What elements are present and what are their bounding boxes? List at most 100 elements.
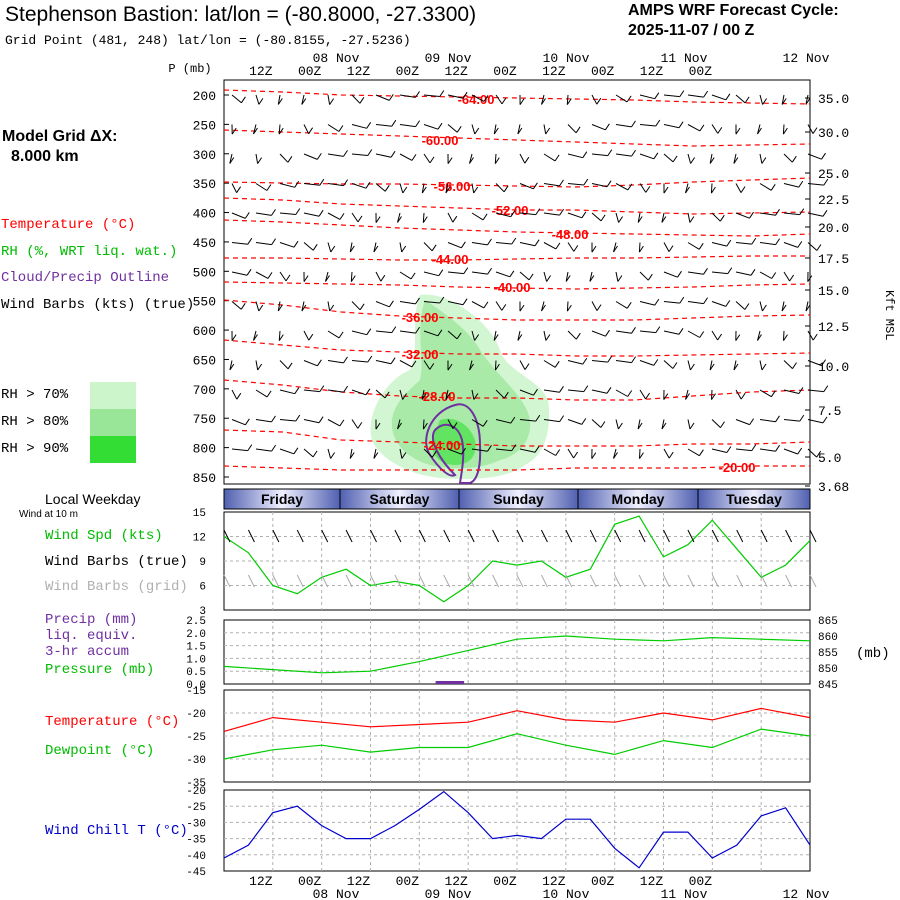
wind-barb (687, 153, 692, 164)
wind-barb-flag (343, 150, 348, 157)
surface-wind-barb (321, 529, 329, 543)
wind-barb-flag (698, 243, 704, 250)
forecast-cycle-label: AMPS WRF Forecast Cycle: (628, 2, 839, 19)
wind-barb-flag (791, 155, 797, 163)
wind-barb-flag (740, 392, 746, 400)
wind-barb-flag (501, 97, 507, 105)
wind-barb (399, 183, 404, 194)
wind-barb-flag (613, 452, 618, 459)
wind-barb (423, 448, 433, 458)
wind-barb (279, 271, 287, 282)
wind-barb (422, 419, 425, 430)
wind-barb-flag (343, 385, 349, 393)
wind-barb (469, 153, 473, 164)
wind-barb (447, 124, 458, 133)
wind-barb-flag (295, 414, 301, 422)
wind-barb-flag (411, 154, 417, 161)
pressure-unit-label: (mb) (856, 646, 890, 662)
pressure-tick-label: 650 (193, 353, 216, 368)
wind-barb-flag (367, 149, 373, 156)
wind-barb (807, 389, 824, 393)
wind-barb (447, 330, 458, 340)
wind-barb (663, 448, 670, 459)
surface-wind-barb (614, 529, 622, 543)
wind-barb-flag (277, 98, 283, 105)
temp-tick-label: -15 (186, 686, 206, 698)
wind-barb-flag (607, 355, 613, 363)
wind-barb-flag (559, 179, 564, 187)
wind-barb-flag (445, 393, 451, 400)
wind-barb-flag (511, 444, 517, 451)
wind-barb-flag (617, 422, 623, 430)
wind-spd-tick-label: 12 (193, 533, 206, 545)
wind-barb-flag (244, 418, 250, 426)
wind-barb-flag (535, 414, 541, 422)
wind-barb-flag (483, 95, 489, 102)
legend-precip: Precip (mm) (45, 612, 138, 628)
isotherm-label: -56.00 (434, 179, 471, 194)
wind-barb (277, 94, 281, 105)
wind-barb-flag (617, 275, 623, 282)
wind-barb (807, 330, 814, 341)
wind-barb (495, 212, 511, 218)
dewpoint-line (223, 728, 811, 760)
wind-barb-flag (365, 388, 371, 396)
wind-barb (327, 419, 341, 427)
wind-barb (399, 153, 413, 161)
wind-barb-flag (668, 451, 674, 459)
wind-barb-flag (258, 98, 264, 105)
bottom-date-label: 10 Nov (543, 887, 590, 900)
windchill-tick-label: -45 (186, 867, 206, 879)
wind-barb (471, 212, 484, 221)
isotherm-label: -24.00 (424, 438, 461, 453)
wind-barb (759, 271, 772, 279)
wind-barb (567, 448, 575, 459)
wind-barb-flag (799, 208, 805, 215)
wind-barb-flag (541, 304, 546, 312)
wind-barb-flag (727, 267, 733, 274)
wind-barb-flag (672, 362, 678, 369)
wind-barb-flag (583, 385, 589, 392)
wind-barb-flag (757, 334, 762, 341)
wind-barb-flag (535, 208, 541, 215)
wind-barb (399, 301, 416, 305)
wind-barb (327, 301, 331, 312)
wind-barb-flag (761, 304, 767, 312)
windchill-tick-label: -30 (186, 818, 206, 830)
wind-barb (566, 301, 569, 312)
wind-barb (591, 389, 608, 394)
wind-barb-flag (429, 156, 435, 164)
wind-barb (711, 94, 727, 101)
isotherm-label: -32.00 (402, 347, 439, 362)
wind-barb-flag (482, 213, 488, 221)
wind-barb (421, 183, 425, 194)
wind-barb-flag (821, 152, 826, 160)
wind-barb-flag (627, 390, 633, 397)
wind-barb-flag (655, 119, 661, 127)
height-axis-label: Kft MSL (882, 290, 896, 340)
wind-barb (519, 212, 536, 216)
windchill-tick-label: -35 (186, 835, 206, 847)
surface-wind-barb (492, 529, 500, 543)
wind-barb (639, 448, 641, 459)
wind-barb-flag (267, 272, 273, 279)
surface-wind-barb (785, 529, 793, 543)
wind-barb-flag (338, 125, 344, 132)
height-tick-label: 25.0 (818, 167, 849, 182)
wind-barb (783, 212, 800, 216)
wind-barb (711, 242, 727, 247)
wind-barb-flag (672, 155, 678, 163)
wind-barb (301, 94, 305, 105)
wind-barb-flag (410, 272, 416, 280)
wind-barb (494, 153, 497, 164)
wind-barb (687, 301, 704, 305)
wind-barb-flag (783, 334, 788, 341)
wind-barb-flag (509, 270, 515, 278)
wind-barb (327, 183, 344, 187)
surface-wind-barb (223, 529, 231, 543)
wind-barb (663, 124, 680, 129)
wind-barb (493, 330, 497, 341)
height-tick-label: 15.0 (818, 284, 849, 299)
wind-barb-flag (775, 444, 781, 452)
bottom-tick-label: 12Z (640, 874, 664, 889)
